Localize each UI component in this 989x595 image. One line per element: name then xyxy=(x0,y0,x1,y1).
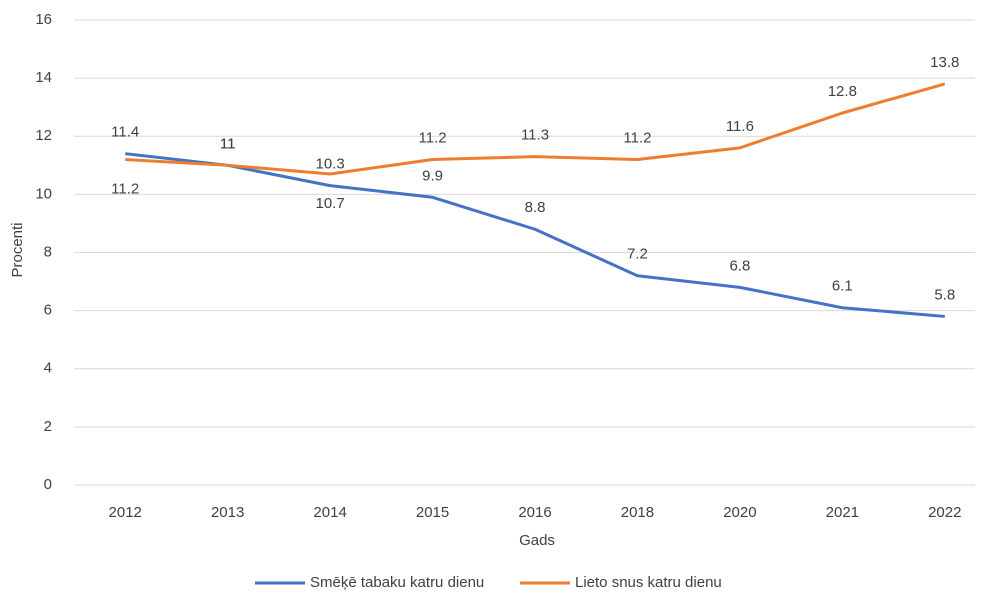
data-label: 12.8 xyxy=(828,83,857,100)
x-tick-label: 2015 xyxy=(416,504,449,521)
legend-label: Smēķē tabaku katru dienu xyxy=(310,574,484,591)
x-tick-label: 2016 xyxy=(518,504,551,521)
y-tick-label: 10 xyxy=(35,185,52,202)
data-label: 11.4 xyxy=(111,124,139,141)
y-tick-label: 6 xyxy=(44,302,52,319)
data-label: 10.3 xyxy=(316,156,345,173)
x-tick-label: 2022 xyxy=(928,504,961,521)
data-label: 10.7 xyxy=(316,195,345,212)
data-label: 5.8 xyxy=(934,286,955,303)
y-tick-label: 16 xyxy=(35,11,52,28)
x-tick-label: 2020 xyxy=(723,504,756,521)
y-tick-label: 8 xyxy=(44,243,52,260)
data-label: 11 xyxy=(220,135,236,152)
data-label: 11.2 xyxy=(111,180,139,197)
x-tick-label: 2021 xyxy=(826,504,859,521)
data-label: 11 xyxy=(220,135,236,152)
data-label: 11.2 xyxy=(623,129,651,146)
y-tick-label: 4 xyxy=(44,360,52,377)
series-line xyxy=(125,82,946,176)
x-axis-label: Gads xyxy=(519,532,555,549)
x-tick-label: 2013 xyxy=(211,504,244,521)
data-label: 13.8 xyxy=(930,54,959,71)
data-label: 9.9 xyxy=(422,167,443,184)
legend-label: Lieto snus katru dienu xyxy=(575,574,722,591)
x-tick-label: 2018 xyxy=(621,504,654,521)
data-label: 11.3 xyxy=(521,127,549,144)
x-tick-label: 2012 xyxy=(109,504,142,521)
y-tick-label: 2 xyxy=(44,418,52,435)
data-label: 6.8 xyxy=(729,257,750,274)
data-label: 8.8 xyxy=(525,199,546,216)
y-axis-label: Procenti xyxy=(9,222,26,277)
series-line xyxy=(125,152,945,318)
x-tick-label: 2014 xyxy=(313,504,346,521)
data-label: 11.6 xyxy=(726,118,754,135)
data-label: 11.2 xyxy=(419,129,447,146)
data-label: 6.1 xyxy=(832,278,853,295)
y-tick-label: 0 xyxy=(44,476,52,493)
data-label: 7.2 xyxy=(627,246,648,263)
y-tick-label: 14 xyxy=(35,69,52,86)
y-tick-label: 12 xyxy=(35,127,52,144)
